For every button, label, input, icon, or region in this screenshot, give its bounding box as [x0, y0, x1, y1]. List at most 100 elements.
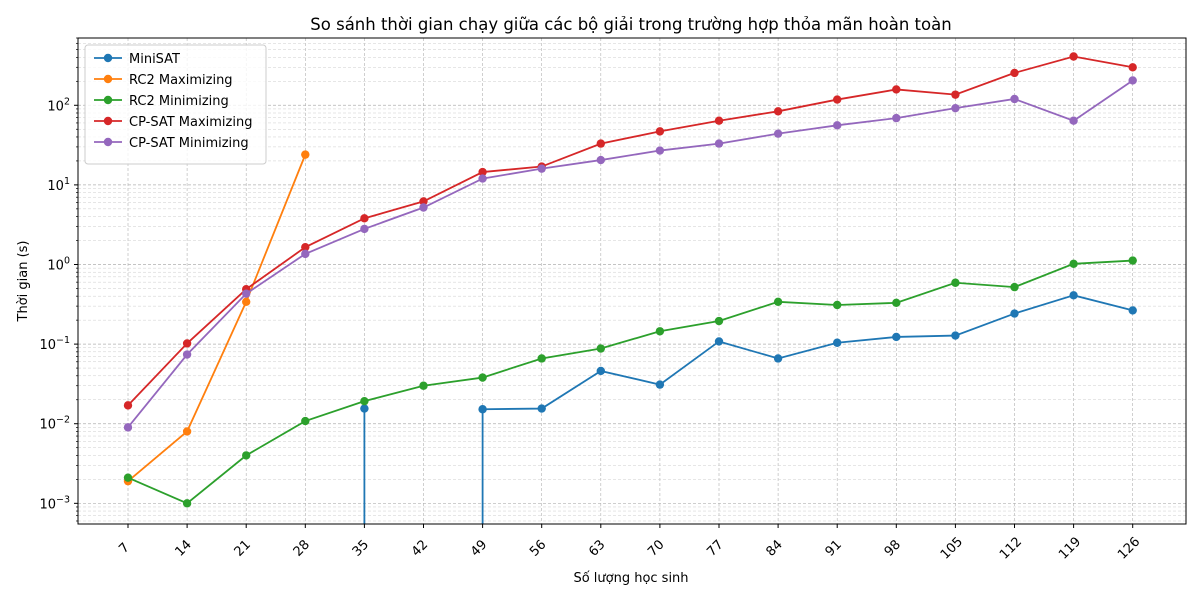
data-point [360, 404, 369, 413]
data-point [655, 380, 665, 389]
y-tick-label: 102 [47, 96, 70, 114]
data-point [1069, 116, 1078, 125]
y-tick-label: 10−1 [39, 335, 70, 353]
data-point [951, 278, 960, 287]
data-point [419, 203, 428, 212]
y-tick-label: 10−2 [39, 415, 70, 433]
data-point [596, 344, 605, 353]
legend-marker [103, 74, 113, 84]
data-point [1069, 259, 1078, 269]
data-point [1010, 282, 1019, 292]
data-point [833, 95, 842, 104]
series-line [127, 154, 307, 482]
series-line [127, 55, 1133, 406]
data-point [773, 129, 783, 138]
legend-marker [103, 53, 113, 63]
data-point [1069, 52, 1078, 61]
data-point [182, 339, 192, 348]
series-line [127, 259, 1133, 505]
x-axis-label: Số lượng học sinh [573, 571, 688, 586]
data-point [537, 164, 546, 173]
legend-marker [103, 116, 113, 126]
data-point [892, 85, 901, 94]
data-point [419, 381, 428, 390]
data-point [1128, 306, 1137, 315]
data-point [833, 300, 842, 310]
data-point [360, 224, 369, 234]
data-point [1128, 256, 1137, 265]
legend-label: CP-SAT Minimizing [129, 136, 249, 151]
legend-label: CP-SAT Maximizing [129, 115, 252, 130]
series-minisat [360, 291, 1137, 524]
data-point [655, 327, 665, 336]
data-point [123, 473, 133, 482]
data-point [833, 338, 842, 347]
data-point [242, 297, 251, 306]
data-point [1010, 68, 1019, 78]
legend-label: RC2 Minimizing [129, 94, 229, 109]
data-point [123, 423, 133, 432]
data-point [242, 289, 251, 298]
legend-item: CP-SAT Minimizing [94, 136, 249, 151]
legend-marker [103, 95, 113, 105]
data-point [419, 197, 428, 206]
data-point [1128, 76, 1137, 85]
legend-label: MiniSAT [129, 52, 180, 67]
data-point [833, 121, 842, 130]
data-point [596, 155, 605, 165]
series-line [127, 79, 1134, 428]
data-point [655, 146, 665, 155]
data-point [1010, 94, 1019, 104]
data-point [951, 331, 960, 340]
data-point [478, 373, 487, 382]
data-point [360, 396, 369, 406]
data-point [892, 332, 901, 342]
legend-marker [103, 137, 113, 147]
data-point [182, 499, 192, 508]
plot-frame [77, 37, 1187, 525]
data-point [478, 167, 487, 177]
data-point [951, 90, 960, 99]
series-cp-sat-minimizing [123, 76, 1137, 432]
y-tick-label: 100 [47, 255, 70, 273]
data-point [714, 139, 724, 148]
data-point [301, 150, 310, 159]
chart-title: So sánh thời gian chạy giữa các bộ giải … [310, 15, 951, 34]
data-point [301, 249, 310, 259]
data-point [537, 354, 546, 363]
y-tick-label: 10−3 [39, 494, 70, 512]
data-point [773, 354, 783, 363]
series-group [123, 52, 1137, 524]
data-point [714, 316, 724, 326]
data-point [655, 127, 665, 136]
legend-label: RC2 Maximizing [129, 73, 233, 88]
data-point [478, 405, 487, 414]
data-point [182, 427, 192, 436]
data-point [242, 451, 251, 460]
data-point [773, 107, 783, 116]
legend-item: CP-SAT Maximizing [94, 115, 252, 130]
data-point [773, 297, 783, 306]
data-point [301, 242, 310, 252]
data-point [951, 103, 960, 113]
data-point [537, 404, 546, 413]
data-point [714, 116, 724, 125]
data-point [892, 113, 901, 123]
series-rc2-minimizing [123, 256, 1137, 508]
y-axis-label: Thời gian (s) [16, 241, 31, 323]
data-point [360, 214, 369, 223]
series-line [482, 294, 1133, 411]
data-point [1069, 291, 1078, 300]
legend-item: RC2 Minimizing [94, 94, 229, 109]
data-point [1128, 63, 1137, 72]
data-point [301, 416, 310, 426]
legend-box [84, 44, 267, 165]
data-point [123, 401, 133, 410]
y-tick-label: 101 [47, 176, 70, 194]
data-point [714, 337, 724, 346]
data-point [596, 139, 605, 148]
series-cp-sat-maximizing [123, 52, 1137, 410]
data-point [478, 174, 487, 183]
legend-item: MiniSAT [94, 52, 180, 67]
